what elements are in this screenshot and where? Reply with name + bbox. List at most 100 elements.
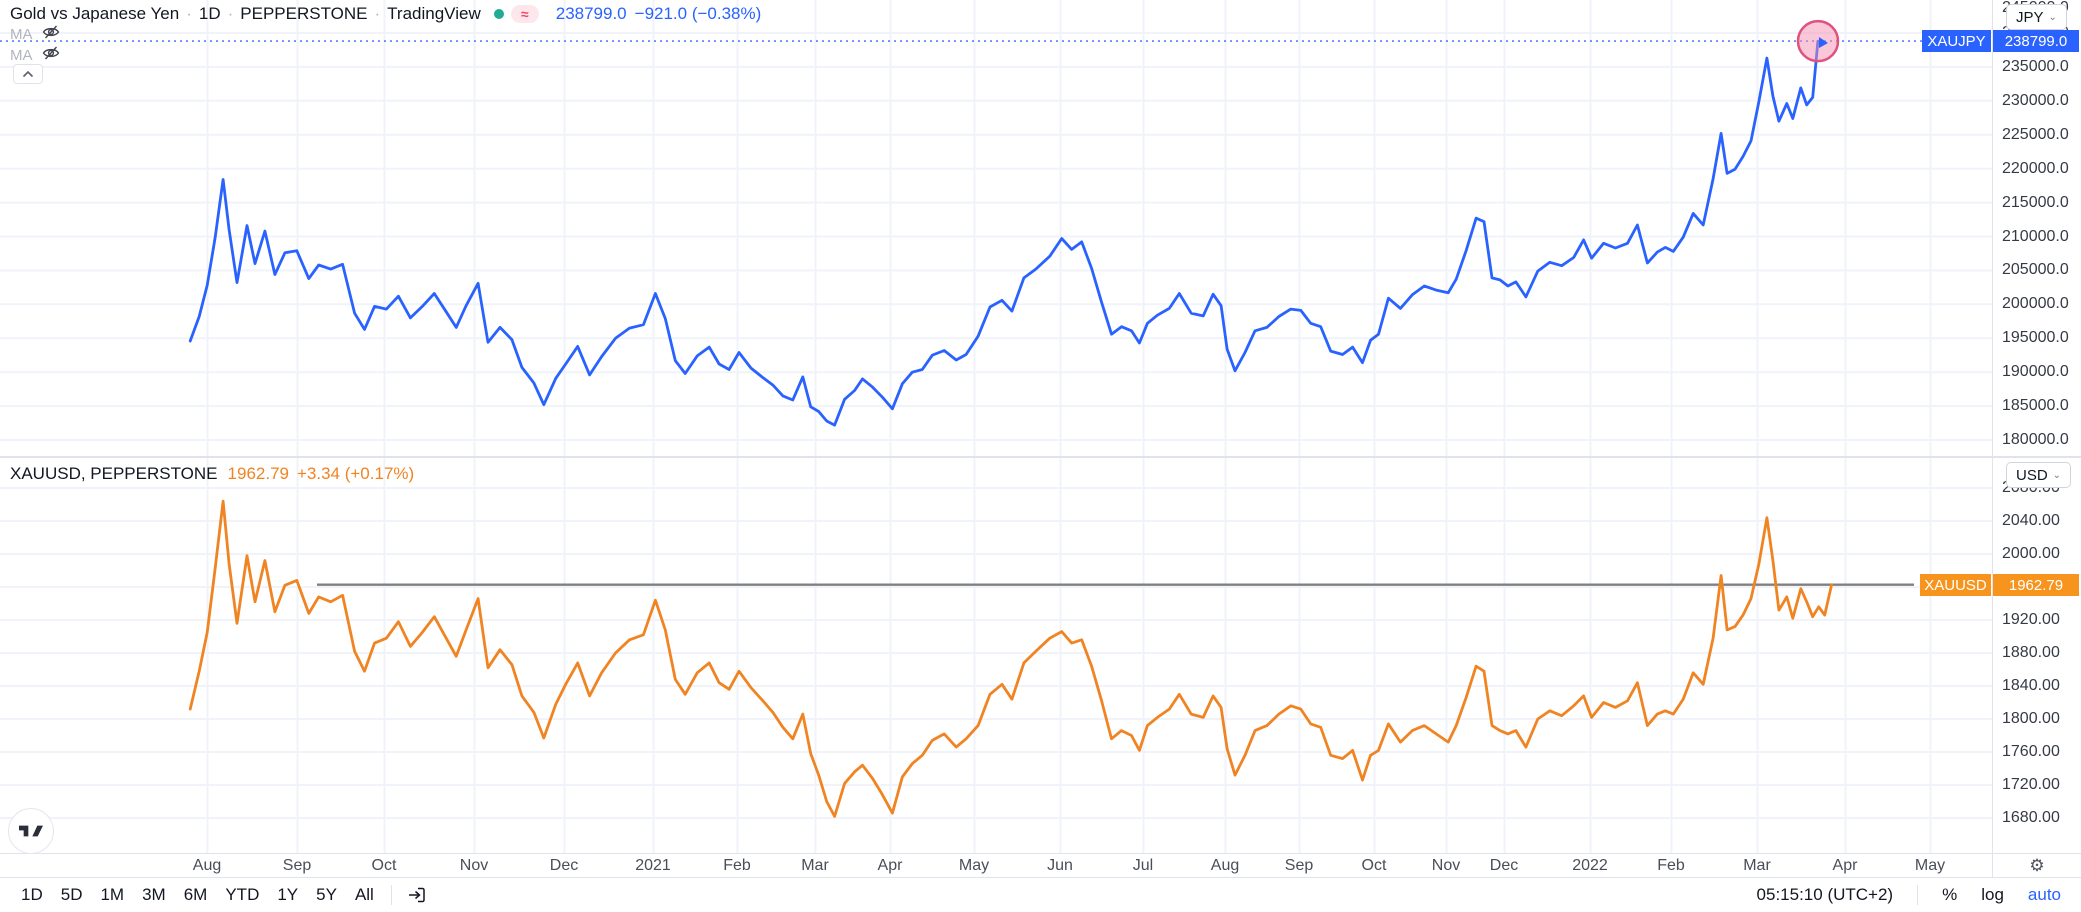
price-tick-label: 215000.0 bbox=[2002, 194, 2069, 211]
gear-icon[interactable]: ⚙ bbox=[2029, 855, 2045, 875]
symbol-legend[interactable]: Gold vs Japanese Yen · 1D · PEPPERSTONE … bbox=[10, 4, 761, 24]
price-chart-pane-xaujpy[interactable] bbox=[0, 0, 1992, 456]
tradingview-logo-icon bbox=[19, 825, 43, 837]
price-tick-label: 1880.00 bbox=[2002, 644, 2060, 661]
highlight-circle-annotation[interactable] bbox=[1796, 19, 1840, 63]
time-tick-label: Mar bbox=[801, 857, 829, 874]
symbol-legend-pane2[interactable]: XAUUSD, PEPPERSTONE 1962.79 +3.34 (+0.17… bbox=[10, 464, 414, 484]
time-tick-label: Sep bbox=[282, 857, 312, 874]
time-scale[interactable]: Aug Sep Oct Nov Dec 2021 Feb Mar Apr May Jun Jul Aug… bbox=[0, 853, 1992, 877]
price-tick-label: 2000.00 bbox=[2002, 545, 2060, 562]
last-price-value: 238799.0 bbox=[555, 4, 627, 23]
time-tick-label: Mar bbox=[1743, 857, 1771, 874]
time-tick-label: Dec bbox=[1489, 857, 1519, 874]
clock-label[interactable]: 05:15:10 (UTC+2) bbox=[1756, 885, 1894, 904]
brand-label: TradingView bbox=[387, 4, 481, 23]
price-scale-xauusd[interactable]: USD ⌄ 2080.002040.002000.001920.001880.0… bbox=[1992, 458, 2081, 853]
scale-settings-corner[interactable]: ⚙ bbox=[1992, 853, 2081, 877]
series-line-xaujpy[interactable] bbox=[188, 39, 1820, 427]
date-range-buttons: 1D 5D 1M 3M 6M YTD 1Y 5Y All bbox=[12, 882, 383, 908]
go-to-date-icon bbox=[408, 887, 425, 903]
delayed-data-badge-icon[interactable]: ≈ bbox=[510, 5, 539, 23]
chevron-down-icon: ⌄ bbox=[2052, 469, 2062, 481]
ma-study-row-1[interactable]: MA bbox=[10, 23, 60, 46]
title-separator: · bbox=[374, 4, 381, 23]
ma-study-row-2[interactable]: MA bbox=[10, 44, 60, 67]
market-open-dot-icon[interactable] bbox=[493, 9, 504, 19]
time-tick-label: Jun bbox=[1047, 857, 1073, 874]
tradingview-logo[interactable] bbox=[8, 808, 54, 854]
price-tick-label: 210000.0 bbox=[2002, 228, 2069, 245]
price-line-arrow-icon bbox=[1819, 37, 1828, 48]
time-tick-label: Aug bbox=[1210, 857, 1240, 874]
time-tick-label: Aug bbox=[192, 857, 222, 874]
price-change-value: −921.0 (−0.38%) bbox=[634, 4, 762, 23]
ma-study-label: MA bbox=[10, 26, 33, 43]
series-line-xauusd[interactable] bbox=[188, 499, 1833, 818]
title-separator: · bbox=[186, 4, 192, 23]
title-separator: · bbox=[227, 4, 234, 23]
last-price-tag-xaujpy: 238799.0 bbox=[1993, 30, 2079, 52]
time-tick-label: Apr bbox=[1832, 857, 1858, 874]
chevron-down-icon: ⌄ bbox=[2048, 11, 2057, 23]
time-tick-label: Feb bbox=[723, 857, 751, 874]
eye-off-icon[interactable] bbox=[42, 44, 60, 67]
pane2-last-price: 1962.79 bbox=[227, 464, 289, 483]
range-button-ytd[interactable]: YTD bbox=[225, 885, 260, 904]
price-tick-label: 235000.0 bbox=[2002, 58, 2069, 75]
collapse-legend-button[interactable] bbox=[13, 64, 43, 84]
go-to-date-button[interactable] bbox=[400, 882, 434, 908]
pane2-price-and-change: 1962.79 +3.34 (+0.17%) bbox=[228, 464, 415, 484]
time-tick-label: Nov bbox=[459, 857, 489, 874]
price-tick-label: 180000.0 bbox=[2002, 431, 2069, 448]
time-tick-label: Sep bbox=[1284, 857, 1314, 874]
currency-selector-jpy[interactable]: JPY ⌄ bbox=[2006, 4, 2067, 30]
pane-divider[interactable] bbox=[0, 456, 2081, 458]
pane2-symbol-title[interactable]: XAUUSD, PEPPERSTONE bbox=[10, 464, 218, 483]
log-scale-button[interactable]: log bbox=[1981, 885, 2004, 904]
price-tick-label: 225000.0 bbox=[2002, 126, 2069, 143]
interval-label[interactable]: 1D bbox=[198, 4, 221, 23]
auto-scale-button[interactable]: auto bbox=[2027, 885, 2061, 904]
price-tick-label: 205000.0 bbox=[2002, 261, 2069, 278]
price-tick-label: 1720.00 bbox=[2002, 776, 2060, 793]
price-tick-label: 185000.0 bbox=[2002, 397, 2069, 414]
exchange-label[interactable]: PEPPERSTONE bbox=[240, 4, 368, 23]
time-tick-label: 2022 bbox=[1572, 857, 1608, 874]
currency-selector-usd[interactable]: USD ⌄ bbox=[2006, 462, 2072, 488]
price-tick-label: 190000.0 bbox=[2002, 363, 2069, 380]
price-tick-label: 1840.00 bbox=[2002, 677, 2060, 694]
time-tick-label: May bbox=[1914, 857, 1946, 874]
price-tick-label: 200000.0 bbox=[2002, 295, 2069, 312]
currency-label: JPY bbox=[2016, 8, 2044, 26]
range-button-all[interactable]: All bbox=[354, 885, 374, 904]
percent-scale-button[interactable]: % bbox=[1942, 885, 1958, 904]
time-tick-label: Oct bbox=[371, 857, 397, 874]
price-tick-label: 230000.0 bbox=[2002, 92, 2069, 109]
range-button-1y[interactable]: 1Y bbox=[277, 885, 299, 904]
time-tick-label: Oct bbox=[1361, 857, 1387, 874]
price-tick-label: 1760.00 bbox=[2002, 743, 2060, 760]
time-tick-label: Feb bbox=[1657, 857, 1685, 874]
series-symbol-tag-xauusd: XAUUSD bbox=[1920, 574, 1991, 596]
time-tick-label: Dec bbox=[549, 857, 579, 874]
range-button-3m[interactable]: 3M bbox=[142, 885, 166, 904]
bottom-toolbar: 1D 5D 1M 3M 6M YTD 1Y 5Y All 05:15:10 (UTC+2) % … bbox=[0, 877, 2081, 912]
pane2-price-change: +3.34 (+0.17%) bbox=[296, 464, 415, 483]
toolbar-right-group: 05:15:10 (UTC+2) % log auto bbox=[1757, 883, 2069, 907]
price-tick-label: 1800.00 bbox=[2002, 710, 2060, 727]
range-button-1d[interactable]: 1D bbox=[21, 885, 43, 904]
price-tick-label: 220000.0 bbox=[2002, 160, 2069, 177]
range-button-1m[interactable]: 1M bbox=[100, 885, 125, 904]
price-tick-label: 195000.0 bbox=[2002, 329, 2069, 346]
symbol-title[interactable]: Gold vs Japanese Yen bbox=[10, 4, 180, 23]
range-button-5y[interactable]: 5Y bbox=[316, 885, 337, 904]
range-button-5d[interactable]: 5D bbox=[60, 885, 83, 904]
price-scale-xaujpy[interactable]: 245000.0 JPY ⌄ 240000.0235000.0230000.02… bbox=[1992, 0, 2081, 456]
range-button-6m[interactable]: 6M bbox=[183, 885, 208, 904]
ma-study-label: MA bbox=[10, 47, 33, 64]
last-price-and-change: 238799.0 −921.0 (−0.38%) bbox=[556, 4, 762, 24]
eye-off-icon[interactable] bbox=[42, 23, 60, 46]
price-chart-pane-xauusd[interactable] bbox=[0, 458, 1992, 853]
chevron-up-icon bbox=[22, 70, 34, 78]
